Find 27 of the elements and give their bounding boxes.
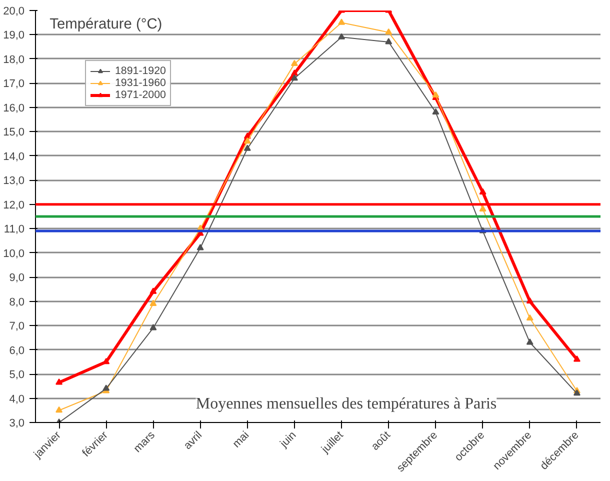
y-tick-label: 12,0: [3, 199, 25, 212]
y-tick-label: 8,0: [9, 296, 25, 308]
y-tick-label: 20,0: [3, 6, 25, 18]
y-tick-label: 19,0: [3, 30, 25, 42]
y-tick-label: 15,0: [3, 126, 25, 139]
y-tick-label: 17,0: [3, 78, 25, 90]
legend-label: 1891-1920: [115, 65, 166, 77]
y-tick-label: 13,0: [3, 175, 25, 188]
y-tick-label: 18,0: [3, 54, 25, 66]
y-tick-label: 14,0: [3, 150, 25, 163]
legend-label: 1971-2000: [115, 89, 166, 101]
y-axis-title: Température (°C): [50, 16, 162, 32]
y-tick-label: 7,0: [9, 320, 25, 333]
legend-label: 1931-1960: [115, 77, 166, 89]
annotation: Moyennes mensuelles des températures à Paris: [196, 396, 497, 412]
x-tick-label: juin: [277, 429, 299, 451]
y-tick-label: 16,0: [3, 102, 25, 114]
y-tick-label: 10,0: [3, 248, 25, 260]
y-tick-label: 6,0: [9, 344, 25, 357]
x-tick-label: août: [369, 429, 393, 453]
y-tick-label: 9,0: [9, 272, 25, 284]
y-tick-label: 4,0: [9, 393, 25, 406]
y-tick-label: 5,0: [9, 369, 25, 382]
y-tick-label: 3,0: [9, 418, 25, 430]
y-tick-label: 11,0: [4, 224, 24, 236]
x-tick-label: avril: [182, 429, 205, 452]
x-tick-label: mai: [230, 429, 252, 450]
